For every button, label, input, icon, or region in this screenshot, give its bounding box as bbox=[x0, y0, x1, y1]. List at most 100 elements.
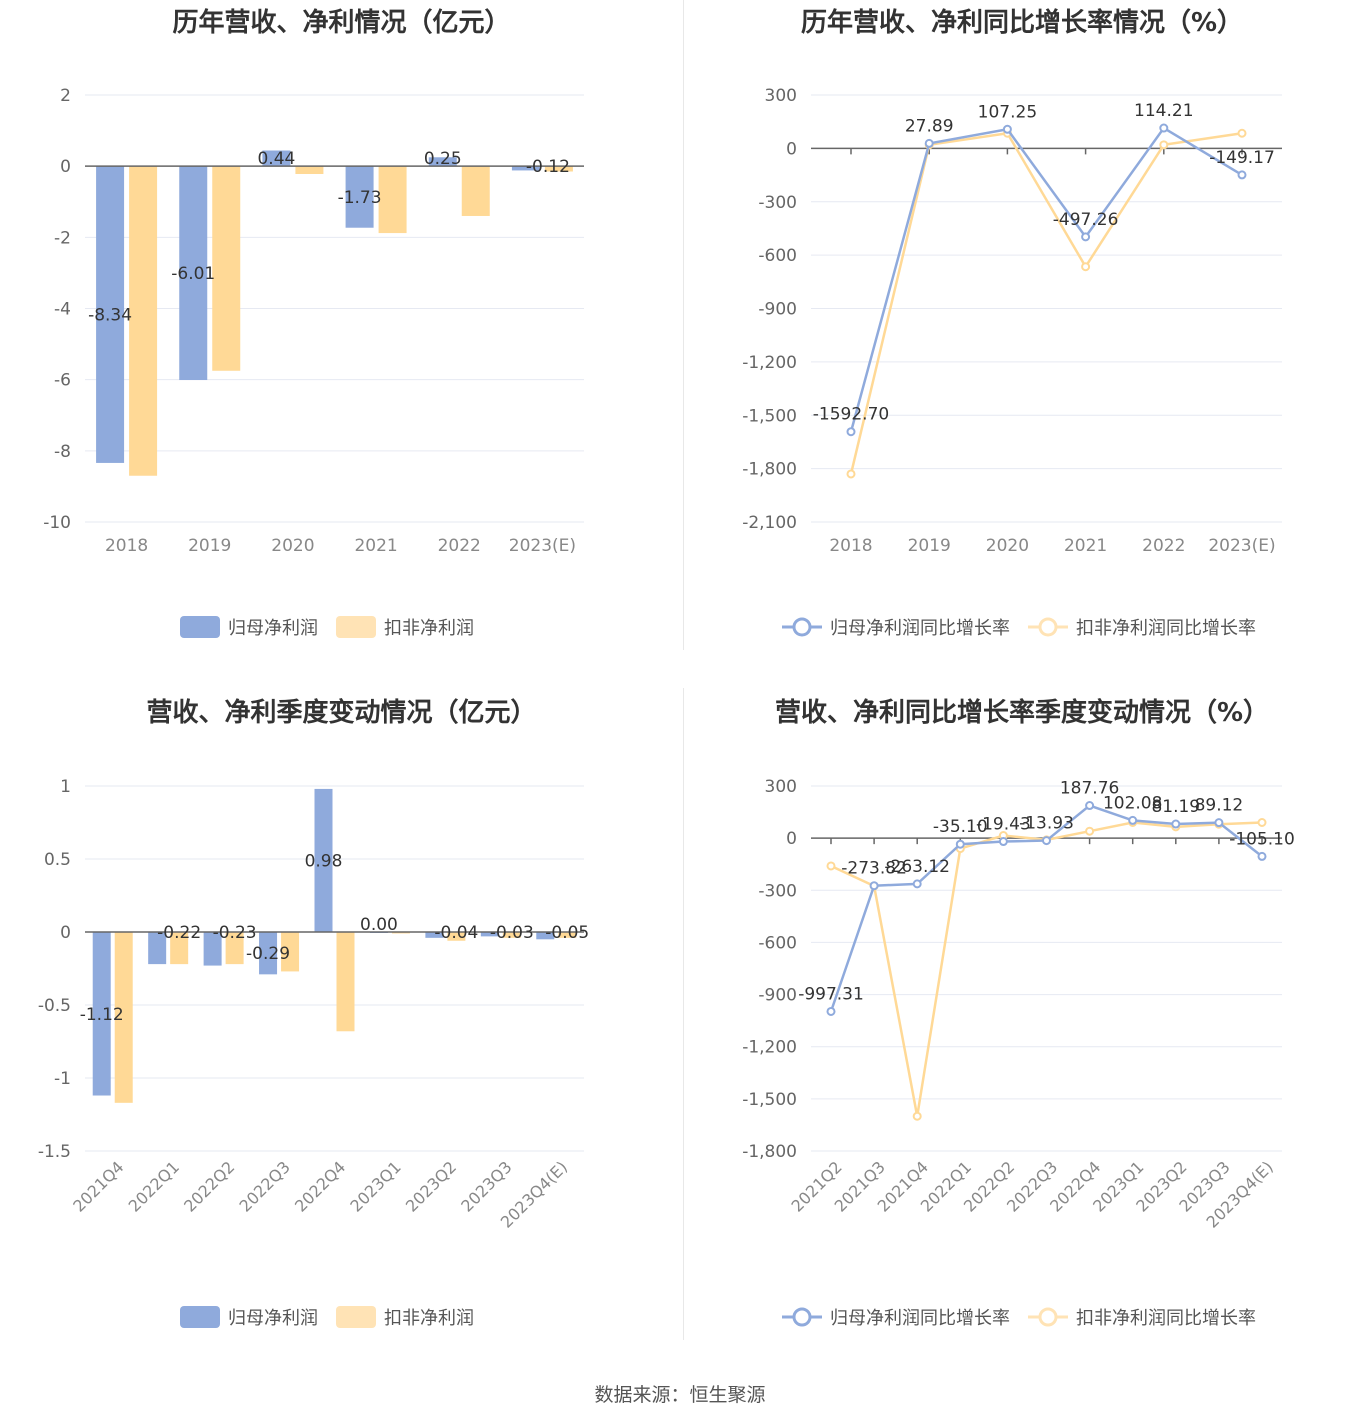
data-label: -497.26 bbox=[1053, 210, 1119, 230]
x-tick-label: 2019 bbox=[188, 536, 231, 556]
data-point bbox=[846, 427, 856, 437]
chart-panel-quarterly-growth: 营收、净利同比增长率季度变动情况（%） 300 0 -300 -600 -900 -1,2… bbox=[684, 690, 1360, 1340]
x-tick-label: 2023Q1 bbox=[346, 1157, 404, 1215]
legend-swatch-orange bbox=[336, 1306, 376, 1328]
y-tick-label: -1,800 bbox=[742, 1142, 797, 1162]
x-tick-label: 2023(E) bbox=[1208, 536, 1275, 556]
y-tick-label: -600 bbox=[758, 246, 797, 266]
y-tick-label: -10 bbox=[43, 513, 71, 533]
series-line-net-profit-growth bbox=[849, 126, 1243, 433]
legend-item-net-profit[interactable]: 归母净利润 bbox=[180, 614, 318, 640]
data-point bbox=[846, 469, 856, 479]
data-label: -19.43 bbox=[976, 815, 1031, 835]
bar-net-profit bbox=[179, 166, 208, 381]
data-point bbox=[1159, 123, 1169, 133]
data-point bbox=[998, 837, 1008, 847]
x-tick-label: 2022Q3 bbox=[236, 1157, 294, 1215]
vertical-divider bbox=[683, 688, 684, 1340]
y-tick-label: -900 bbox=[758, 986, 797, 1006]
legend-label: 归母净利润同比增长率 bbox=[830, 618, 1010, 639]
data-point bbox=[912, 879, 922, 889]
data-point bbox=[1159, 140, 1169, 150]
bar-deducted-profit bbox=[558, 932, 577, 938]
bar-deducted-profit bbox=[502, 932, 521, 938]
legend-label: 归母净利润 bbox=[228, 1308, 318, 1329]
data-label: 0.00 bbox=[360, 915, 398, 935]
data-label: -35.10 bbox=[933, 817, 988, 837]
data-point bbox=[1171, 819, 1181, 829]
x-tick-label: 2020 bbox=[271, 536, 314, 556]
legend-item-net-profit-growth[interactable]: 归母净利润同比增长率 bbox=[782, 1304, 1010, 1330]
legend-item-deducted-profit-growth[interactable]: 扣非净利润同比增长率 bbox=[1028, 614, 1256, 640]
data-label: -263.12 bbox=[884, 857, 950, 877]
data-point bbox=[1257, 818, 1267, 827]
y-tick-label: -1,500 bbox=[742, 406, 797, 426]
data-label: -0.12 bbox=[526, 157, 570, 177]
y-tick-label: -1.5 bbox=[38, 1142, 71, 1162]
x-tick-label: 2022Q1 bbox=[125, 1157, 183, 1215]
data-point bbox=[826, 1006, 836, 1016]
y-tick-label: 0 bbox=[786, 829, 797, 849]
legend-label: 扣非净利润 bbox=[384, 1308, 474, 1329]
data-label: 27.89 bbox=[905, 116, 954, 136]
chart-plot: 2 0 -2 -4 -6 -8 -10 -8.34 -6.01 0.44 -1.73 0.25 -0.1… bbox=[43, 86, 584, 556]
data-label: -0.04 bbox=[434, 923, 478, 943]
legend-swatch-orange-line bbox=[1028, 617, 1068, 637]
data-label: -997.31 bbox=[798, 984, 864, 1004]
legend-item-deducted-profit-growth[interactable]: 扣非净利润同比增长率 bbox=[1028, 1304, 1256, 1330]
legend-label: 扣非净利润 bbox=[384, 618, 474, 639]
data-label: 81.19 bbox=[1151, 797, 1200, 817]
data-point bbox=[1085, 826, 1095, 836]
x-tick-label: 2021Q4 bbox=[69, 1157, 127, 1215]
data-point bbox=[912, 1111, 922, 1121]
x-tick-label: 2023Q2 bbox=[402, 1157, 460, 1215]
chart-plot: 300 0 -300 -600 -900 -1,200 -1,500 -1,800 -997.3… bbox=[742, 777, 1295, 1232]
y-tick-label: -1,200 bbox=[742, 353, 797, 373]
bar-net-profit bbox=[511, 166, 540, 171]
legend-item-net-profit-growth[interactable]: 归母净利润同比增长率 bbox=[782, 614, 1010, 640]
y-tick-label: 300 bbox=[765, 777, 797, 797]
bar-net-profit bbox=[345, 166, 374, 228]
y-tick-label: -1,800 bbox=[742, 460, 797, 480]
legend-swatch-blue bbox=[180, 1306, 220, 1328]
series-line-deducted-profit-growth bbox=[849, 131, 1243, 475]
y-tick-label: -2,100 bbox=[742, 513, 797, 533]
legend-item-deducted-profit[interactable]: 扣非净利润 bbox=[336, 1304, 474, 1330]
chart-title: 历年营收、净利情况（亿元） bbox=[172, 8, 511, 38]
legend-item-net-profit[interactable]: 归母净利润 bbox=[180, 1304, 318, 1330]
bar-deducted-profit bbox=[129, 166, 158, 476]
bar-net-profit bbox=[480, 932, 499, 937]
x-tick-label: 2021 bbox=[1064, 536, 1107, 556]
chart-title: 营收、净利同比增长率季度变动情况（%） bbox=[774, 698, 1270, 728]
data-point bbox=[1214, 818, 1224, 828]
data-label: 187.76 bbox=[1060, 779, 1119, 799]
x-tick-label: 2022Q2 bbox=[180, 1157, 238, 1215]
x-tick-label: 2020 bbox=[986, 536, 1029, 556]
chart-title: 营收、净利季度变动情况（亿元） bbox=[146, 698, 537, 728]
legend-swatch-blue-line bbox=[782, 617, 822, 637]
chart-panel-quarterly-profit: 营收、净利季度变动情况（亿元） 1 0.5 0 -0.5 -1 -1.5 -1.12 -0.2… bbox=[0, 690, 683, 1340]
data-label: -8.34 bbox=[88, 306, 132, 326]
data-label: 102.08 bbox=[1103, 793, 1162, 813]
y-tick-label: 0.5 bbox=[44, 850, 71, 870]
y-tick-label: -900 bbox=[758, 300, 797, 320]
chart-legend: 归母净利润同比增长率 扣非净利润同比增长率 bbox=[782, 614, 1274, 640]
legend-item-deducted-profit[interactable]: 扣非净利润 bbox=[336, 614, 474, 640]
x-tick-label: 2018 bbox=[829, 536, 872, 556]
bar-deducted-profit bbox=[212, 166, 241, 371]
bar-net-profit bbox=[92, 932, 111, 1096]
data-point bbox=[1081, 232, 1091, 242]
data-label: 0.98 bbox=[305, 851, 343, 871]
bar-deducted-profit bbox=[544, 166, 573, 172]
bar-net-profit bbox=[148, 932, 167, 965]
data-point bbox=[826, 861, 836, 871]
x-tick-label: 2022 bbox=[1142, 536, 1185, 556]
y-tick-label: -4 bbox=[54, 300, 71, 320]
data-point bbox=[924, 138, 934, 148]
data-label: -149.17 bbox=[1209, 148, 1275, 168]
data-label: -6.01 bbox=[171, 264, 215, 284]
data-label: 0.25 bbox=[424, 149, 462, 169]
data-label: 89.12 bbox=[1195, 796, 1244, 816]
chart-plot: 300 0 -300 -600 -900 -1,200 -1,500 -1,800 -2,100… bbox=[742, 86, 1282, 556]
data-point bbox=[955, 839, 965, 849]
